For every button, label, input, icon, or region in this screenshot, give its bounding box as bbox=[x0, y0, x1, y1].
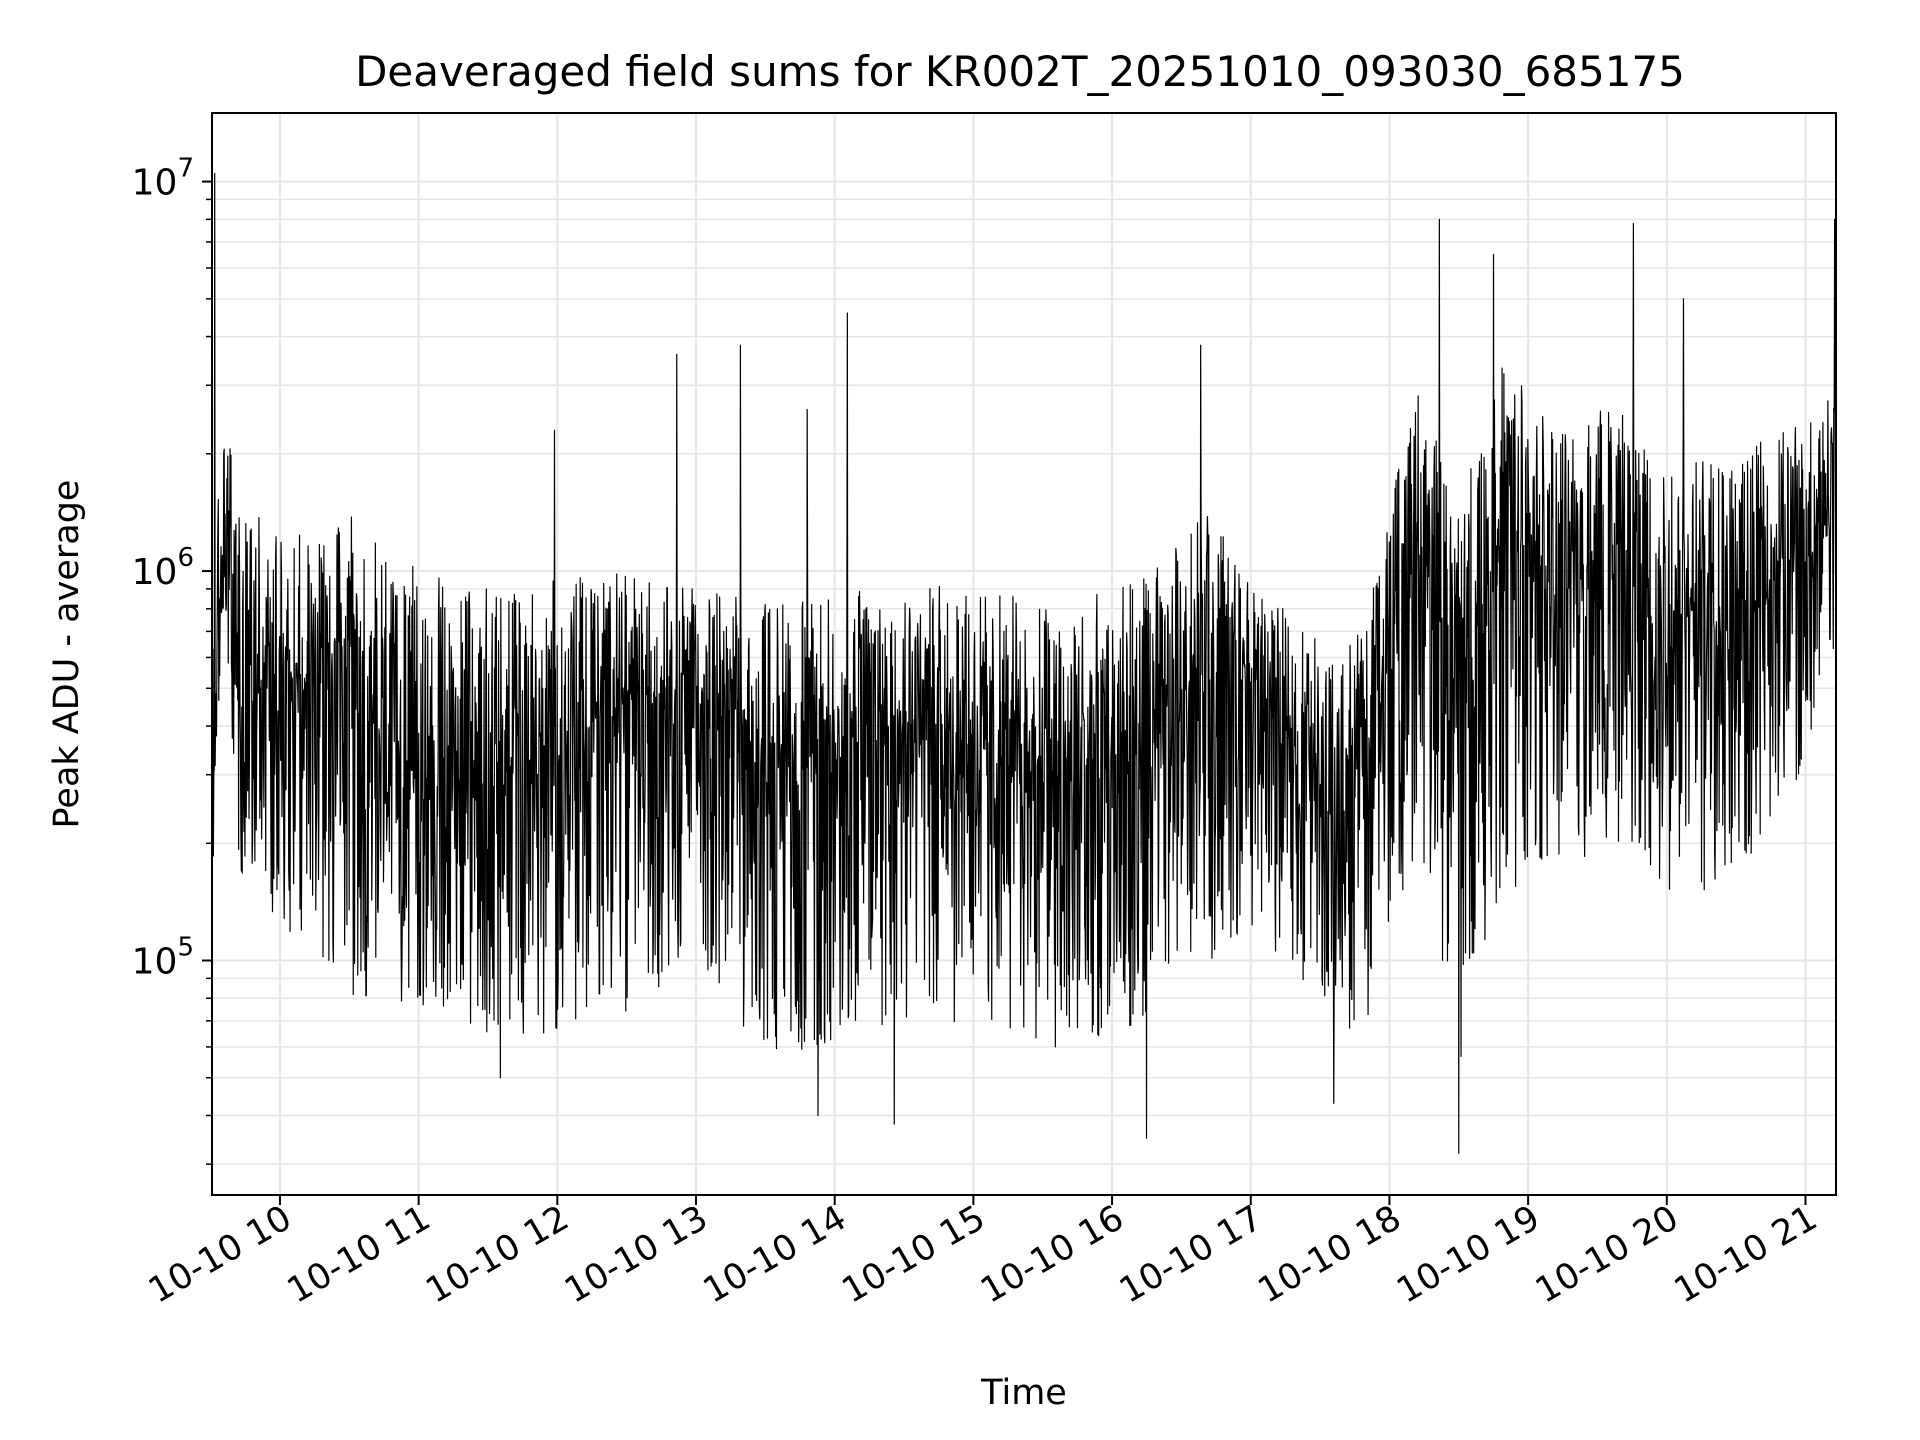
y-tick-label: 106 bbox=[132, 543, 194, 593]
y-tick-base: 10 bbox=[132, 552, 178, 593]
y-tick-exponent: 7 bbox=[177, 154, 194, 184]
y-axis-label: Peak ADU - average bbox=[47, 480, 87, 829]
y-tick-label: 107 bbox=[132, 154, 194, 204]
y-tick-base: 10 bbox=[132, 942, 178, 983]
y-tick-base: 10 bbox=[132, 163, 178, 204]
series-line bbox=[211, 172, 1837, 1154]
y-tick-exponent: 5 bbox=[177, 933, 194, 963]
y-tick-exponent: 6 bbox=[177, 543, 194, 573]
x-axis-label: Time bbox=[980, 1373, 1067, 1413]
plot-frame bbox=[211, 112, 1837, 1196]
y-tick-label: 105 bbox=[132, 933, 194, 983]
data-series bbox=[211, 172, 1837, 1154]
chart-title: Deaveraged field sums for KR002T_2025101… bbox=[355, 47, 1685, 96]
